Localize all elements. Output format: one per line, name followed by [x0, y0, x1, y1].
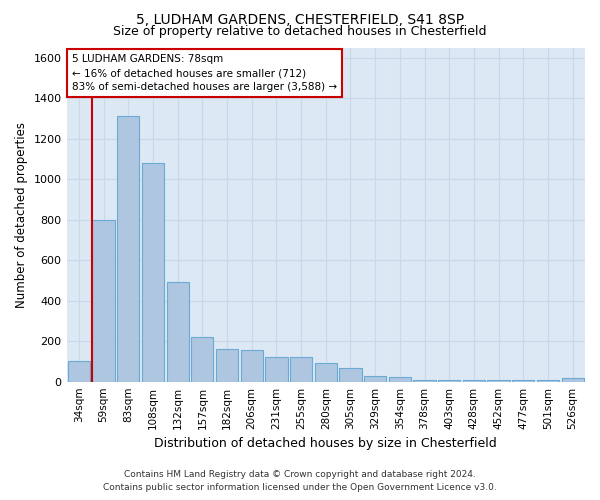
- Bar: [241, 350, 263, 382]
- Bar: [265, 358, 287, 382]
- Bar: [92, 220, 115, 382]
- Text: Contains HM Land Registry data © Crown copyright and database right 2024.
Contai: Contains HM Land Registry data © Crown c…: [103, 470, 497, 492]
- Bar: [290, 358, 312, 382]
- Bar: [364, 376, 386, 382]
- Bar: [413, 380, 436, 382]
- X-axis label: Distribution of detached houses by size in Chesterfield: Distribution of detached houses by size …: [154, 437, 497, 450]
- Bar: [438, 380, 460, 382]
- Y-axis label: Number of detached properties: Number of detached properties: [15, 122, 28, 308]
- Text: Size of property relative to detached houses in Chesterfield: Size of property relative to detached ho…: [113, 25, 487, 38]
- Bar: [142, 163, 164, 382]
- Bar: [487, 380, 510, 382]
- Text: 5 LUDHAM GARDENS: 78sqm
← 16% of detached houses are smaller (712)
83% of semi-d: 5 LUDHAM GARDENS: 78sqm ← 16% of detache…: [72, 54, 337, 92]
- Bar: [68, 362, 90, 382]
- Text: 5, LUDHAM GARDENS, CHESTERFIELD, S41 8SP: 5, LUDHAM GARDENS, CHESTERFIELD, S41 8SP: [136, 12, 464, 26]
- Bar: [562, 378, 584, 382]
- Bar: [117, 116, 139, 382]
- Bar: [512, 380, 535, 382]
- Bar: [389, 376, 411, 382]
- Bar: [216, 350, 238, 382]
- Bar: [340, 368, 362, 382]
- Bar: [191, 337, 214, 382]
- Bar: [314, 364, 337, 382]
- Bar: [537, 380, 559, 382]
- Bar: [463, 380, 485, 382]
- Bar: [167, 282, 189, 382]
